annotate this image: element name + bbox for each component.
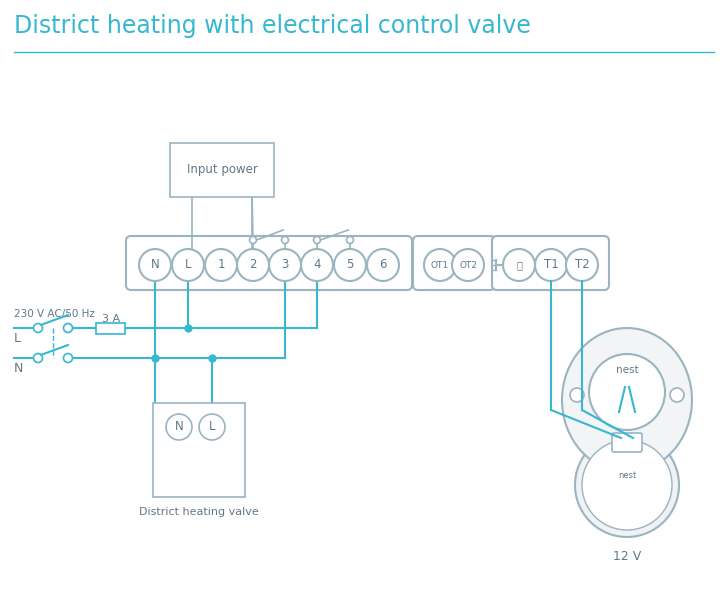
Circle shape <box>237 249 269 281</box>
Text: N: N <box>151 258 159 271</box>
Circle shape <box>503 249 535 281</box>
Text: T1: T1 <box>544 258 558 271</box>
Text: N: N <box>175 421 183 434</box>
Circle shape <box>334 249 366 281</box>
Circle shape <box>63 324 73 333</box>
Text: 3 A: 3 A <box>102 314 120 324</box>
Circle shape <box>205 249 237 281</box>
Ellipse shape <box>562 328 692 472</box>
Circle shape <box>314 236 320 244</box>
Circle shape <box>575 433 679 537</box>
Text: nest: nest <box>616 365 638 375</box>
Circle shape <box>367 249 399 281</box>
Circle shape <box>250 236 256 244</box>
Circle shape <box>199 414 225 440</box>
Circle shape <box>269 249 301 281</box>
Text: 230 V AC/50 Hz: 230 V AC/50 Hz <box>14 309 95 319</box>
Circle shape <box>582 440 672 530</box>
Circle shape <box>33 353 42 362</box>
Text: 3: 3 <box>281 258 289 271</box>
Circle shape <box>424 249 456 281</box>
Text: 12 V: 12 V <box>613 550 641 563</box>
FancyBboxPatch shape <box>492 236 609 290</box>
FancyBboxPatch shape <box>413 236 495 290</box>
Text: 4: 4 <box>313 258 321 271</box>
Text: L: L <box>185 258 191 271</box>
Text: Input power: Input power <box>186 163 258 176</box>
Text: 6: 6 <box>379 258 387 271</box>
Circle shape <box>33 324 42 333</box>
FancyBboxPatch shape <box>612 433 642 452</box>
Circle shape <box>166 414 192 440</box>
Circle shape <box>347 236 354 244</box>
Circle shape <box>670 388 684 402</box>
Text: 2: 2 <box>249 258 257 271</box>
Text: District heating valve: District heating valve <box>139 507 259 517</box>
Text: T2: T2 <box>574 258 590 271</box>
Circle shape <box>301 249 333 281</box>
Text: OT1: OT1 <box>431 261 449 270</box>
Text: District heating with electrical control valve: District heating with electrical control… <box>14 14 531 38</box>
Circle shape <box>452 249 484 281</box>
Text: L: L <box>14 331 21 345</box>
FancyBboxPatch shape <box>95 323 124 333</box>
Circle shape <box>566 249 598 281</box>
Text: 5: 5 <box>347 258 354 271</box>
FancyBboxPatch shape <box>153 403 245 497</box>
Circle shape <box>570 388 584 402</box>
Text: nest: nest <box>618 470 636 479</box>
FancyBboxPatch shape <box>170 143 274 197</box>
Text: OT2: OT2 <box>459 261 477 270</box>
Circle shape <box>282 236 288 244</box>
Text: ⏚: ⏚ <box>516 260 522 270</box>
Text: L: L <box>209 421 215 434</box>
Text: N: N <box>14 362 23 374</box>
FancyBboxPatch shape <box>126 236 412 290</box>
Circle shape <box>139 249 171 281</box>
Text: 1: 1 <box>217 258 225 271</box>
Circle shape <box>535 249 567 281</box>
Circle shape <box>589 354 665 430</box>
Circle shape <box>63 353 73 362</box>
Circle shape <box>172 249 204 281</box>
